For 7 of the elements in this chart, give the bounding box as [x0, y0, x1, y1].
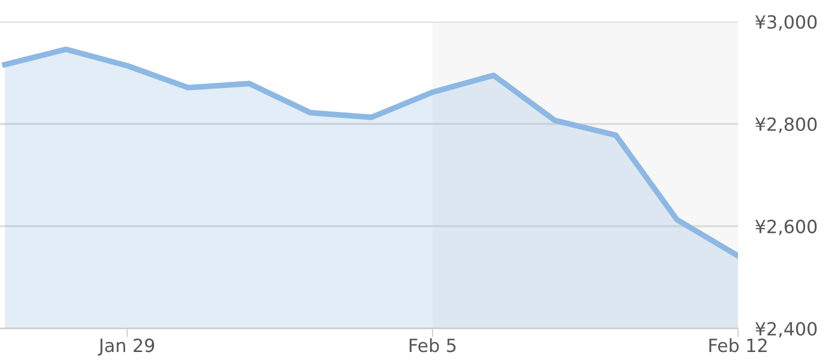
x-tick-label: Feb 12 — [709, 338, 767, 352]
y-tick-label: ¥2,600 — [755, 220, 817, 236]
x-tick-label: Feb 5 — [410, 338, 456, 352]
y-tick-label: ¥2,800 — [755, 117, 817, 133]
x-tick-label: Jan 29 — [98, 338, 154, 356]
y-tick-label: ¥3,000 — [755, 15, 817, 31]
y-tick-label: ¥2,400 — [755, 322, 817, 338]
